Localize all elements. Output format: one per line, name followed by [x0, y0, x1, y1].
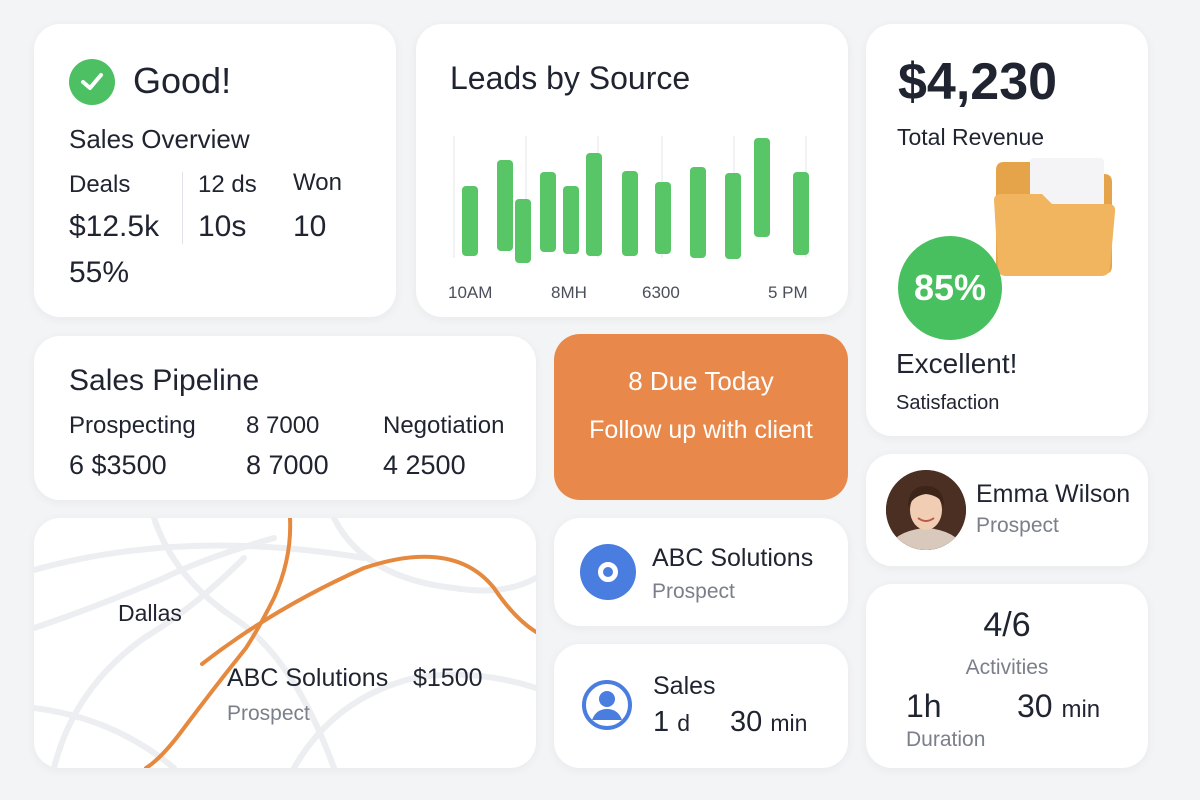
company-card[interactable]: ABC Solutions Prospect [554, 518, 848, 626]
map-card[interactable]: Dallas ABC Solutions $1500 Prospect [34, 518, 536, 768]
chart-bar [515, 199, 531, 263]
sales-card[interactable]: Sales 1 d 30 min [554, 644, 848, 768]
check-icon [69, 59, 115, 105]
revenue-label: Total Revenue [897, 124, 1045, 150]
deals-label: Deals [69, 171, 131, 198]
chart-bar [655, 182, 671, 254]
stage-value: 6 $3500 [69, 450, 167, 480]
map-city-label: Dallas [118, 600, 182, 626]
leads-chart [453, 136, 809, 263]
revenue-card[interactable]: $4,230 Total Revenue 85% Excellent! Sati… [866, 24, 1148, 436]
stage-value: 4 2500 [383, 450, 466, 480]
activities-card[interactable]: 4/6 Activities 1h 30 min Duration [866, 584, 1148, 768]
status-heading: Good! [133, 60, 232, 101]
satisfaction-label: Satisfaction [896, 392, 1000, 414]
stage-label: Negotiation [383, 412, 505, 439]
map-status-label: Prospect [227, 702, 310, 725]
sales-days: 1 d [653, 706, 690, 738]
deals-value: $12.5k [69, 210, 160, 243]
sales-minutes: 30 min [730, 706, 808, 738]
sales-overview-card[interactable]: Good! Sales Overview Deals $12.5k 55% 12… [34, 24, 396, 317]
chart-bar [622, 171, 638, 256]
won-value: 10 [293, 210, 327, 243]
target-icon [580, 544, 636, 600]
map-view[interactable] [34, 518, 536, 768]
company-status: Prospect [652, 580, 735, 603]
rating-text: Excellent! [896, 348, 1018, 379]
stage-label: Prospecting [69, 412, 196, 439]
x-tick-label: 6300 [642, 283, 680, 302]
chart-bar [690, 167, 706, 258]
revenue-amount: $4,230 [898, 53, 1058, 111]
company-name: ABC Solutions [652, 544, 814, 572]
map-company-label: ABC Solutions [227, 664, 389, 692]
percent-value: 55% [69, 256, 130, 289]
activities-label: Activities [965, 656, 1049, 679]
satisfaction-gauge: 85% [898, 236, 1002, 340]
stage-label: 8 7000 [246, 412, 320, 439]
x-tick-label: 10AM [448, 283, 493, 302]
overview-title: Sales Overview [69, 124, 250, 154]
chart-bar [754, 138, 770, 237]
avatar [886, 470, 966, 550]
chart-bar [725, 173, 741, 259]
due-count: 8 Due Today [628, 366, 774, 396]
column-divider [182, 172, 183, 244]
x-tick-label: 5 PM [768, 283, 808, 302]
contact-card[interactable]: Emma Wilson Prospect [866, 454, 1148, 566]
duration-hours: 1h [906, 688, 942, 724]
contact-role: Prospect [976, 514, 1059, 537]
user-icon [582, 680, 632, 730]
chart-bar [563, 186, 579, 254]
deals-count-label: 12 ds [198, 171, 257, 198]
folder-icon [994, 158, 1116, 276]
chart-bar [497, 160, 513, 251]
due-task: Follow up with client [589, 416, 813, 444]
deals-count-value: 10s [198, 210, 247, 243]
chart-title: Leads by Source [450, 60, 691, 96]
chart-bar [462, 186, 478, 256]
sales-pipeline-card[interactable]: Sales Pipeline Prospecting 6 $3500 8 700… [34, 336, 536, 500]
stage-value: 8 7000 [246, 450, 329, 480]
contact-name: Emma Wilson [976, 480, 1131, 508]
won-label: Won [293, 169, 342, 196]
chart-bar [586, 153, 602, 256]
chart-bar [540, 172, 556, 252]
chart-bar [793, 172, 809, 255]
pipeline-title: Sales Pipeline [69, 364, 260, 397]
leads-chart-card[interactable]: Leads by Source 10AM 8MH 6300 5 PM [416, 24, 848, 317]
sales-title: Sales [653, 672, 716, 700]
x-tick-label: 8MH [551, 283, 587, 302]
duration-minutes: 30 min [1017, 688, 1101, 724]
duration-label: Duration [906, 728, 986, 751]
activities-count: 4/6 [983, 606, 1031, 644]
due-today-card[interactable]: 8 Due Today Follow up with client [554, 334, 848, 500]
map-amount-label: $1500 [413, 664, 483, 692]
